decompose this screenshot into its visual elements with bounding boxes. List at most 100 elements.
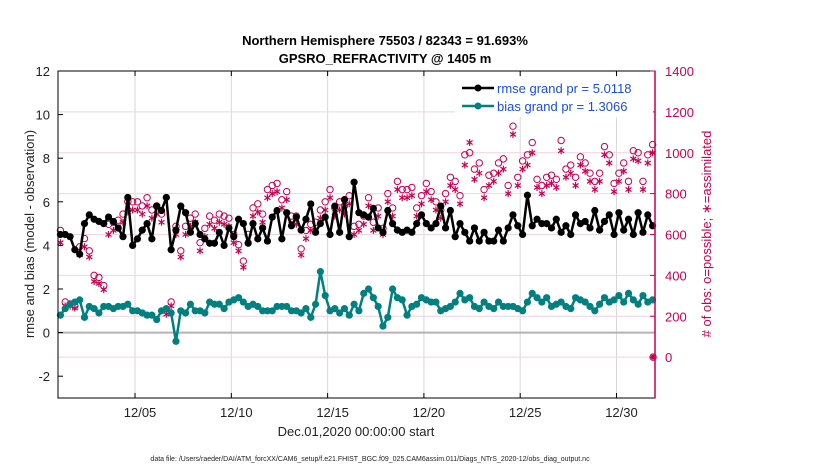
grid (58, 70, 655, 398)
obs-possible-point (273, 179, 281, 188)
bias-point (591, 307, 599, 315)
obs-possible-point (586, 169, 594, 177)
rmse-point (610, 230, 618, 239)
y-axis-right: 0 200 400 600 800 1000 1200 1400 (650, 64, 694, 365)
obs-possible-point (412, 204, 421, 212)
obs-assimilated-point (408, 192, 416, 200)
bias-point (629, 296, 637, 304)
rmse-point (283, 209, 291, 217)
obs-possible-point (523, 151, 532, 159)
bias-point (519, 307, 527, 315)
rmse-point (350, 178, 358, 186)
obs-assimilated-point (398, 194, 406, 202)
rmse-point (408, 228, 416, 236)
obs-assimilated-point (577, 161, 584, 169)
rmse-point (533, 215, 541, 223)
bias-point (215, 300, 223, 308)
rmse-point (504, 224, 512, 232)
rmse-point (437, 202, 445, 210)
obs-possible-point (297, 245, 305, 253)
y2-tick-label: 200 (665, 309, 687, 324)
obs-assimilated-point (528, 149, 536, 157)
obs-assimilated-point (581, 167, 589, 175)
rmse-point (480, 228, 488, 236)
obs-assimilated-point (456, 200, 464, 208)
obs-possible-point (451, 177, 459, 186)
rmse-point (316, 220, 324, 228)
obs-assimilated-point (220, 220, 228, 228)
obs-possible-point (509, 122, 517, 130)
rmse-point (441, 224, 450, 232)
obs-possible-point (254, 200, 262, 208)
obs-possible-point (576, 153, 585, 161)
obs-assimilated-point (605, 159, 613, 167)
rmse-point (225, 224, 233, 232)
legend-marker-bias (474, 102, 482, 110)
rmse-point (239, 220, 247, 228)
rmse-point (129, 241, 137, 249)
obs-assimilated-point (254, 208, 262, 216)
bias-point (475, 305, 483, 313)
obs-assimilated-point (81, 243, 88, 251)
rmse-point (234, 215, 243, 223)
x-tick-label: 12/25 (509, 405, 542, 420)
y-tick-label: -2 (38, 369, 50, 384)
obs-possible-point (620, 159, 628, 167)
rmse-point (336, 228, 344, 236)
bias-point (624, 289, 633, 297)
rmse-point (181, 209, 190, 217)
obs-assimilated-point (630, 155, 637, 163)
obs-possible-point (465, 149, 474, 157)
rmse-point (629, 230, 637, 239)
bias-point (379, 322, 387, 330)
rmse-point (186, 228, 194, 236)
obs-possible-point (615, 169, 623, 177)
bias-point (600, 294, 609, 302)
bias-point (153, 315, 161, 324)
x-axis: 12/05 12/10 12/15 12/20 12/25 12/30 (124, 71, 638, 420)
rmse-point (345, 233, 353, 241)
bias-point (374, 302, 382, 311)
obs-possible-point (518, 157, 527, 165)
rmse-point (581, 217, 589, 226)
obs-assimilated-point (394, 186, 401, 194)
bias-point (201, 309, 209, 317)
bias-point (80, 313, 89, 321)
obs-assimilated-point (384, 198, 392, 206)
obs-possible-point (624, 177, 633, 186)
obs-possible-point (610, 179, 618, 188)
obs-possible-point (634, 149, 642, 157)
rmse-point (389, 220, 397, 228)
obs-assimilated-point (500, 165, 507, 173)
bias-point (480, 298, 488, 306)
obs-possible-point (461, 151, 469, 159)
bias-point (345, 311, 353, 319)
obs-possible-point (567, 161, 575, 169)
obs-assimilated-point (177, 253, 185, 261)
obs-assimilated-point (514, 181, 522, 189)
bias-point (61, 305, 69, 313)
bias-point (186, 300, 194, 308)
rmse-point (76, 250, 84, 258)
bias-point (581, 298, 589, 306)
bias-point (239, 298, 247, 306)
obs-assimilated-point (360, 220, 368, 228)
obs-assimilated-point (567, 169, 575, 177)
obs-assimilated-point (268, 190, 276, 198)
bias-point (76, 296, 84, 304)
obs-assimilated-point (557, 147, 565, 155)
obs-assimilated-point (273, 188, 281, 196)
rmse-point (624, 215, 633, 223)
obs-possible-point (201, 224, 209, 233)
obs-assimilated-point (447, 181, 454, 189)
rmse-point (586, 224, 594, 232)
obs-possible-point (398, 185, 406, 194)
bias-point (307, 313, 315, 321)
obs-possible-point (542, 173, 551, 181)
rmse-point (278, 235, 286, 243)
rmse-point (543, 220, 551, 228)
obs-possible-point (393, 177, 402, 186)
obs-assimilated-point (196, 247, 204, 255)
bias-point (172, 337, 180, 345)
x-tick-label: 12/20 (413, 405, 446, 420)
